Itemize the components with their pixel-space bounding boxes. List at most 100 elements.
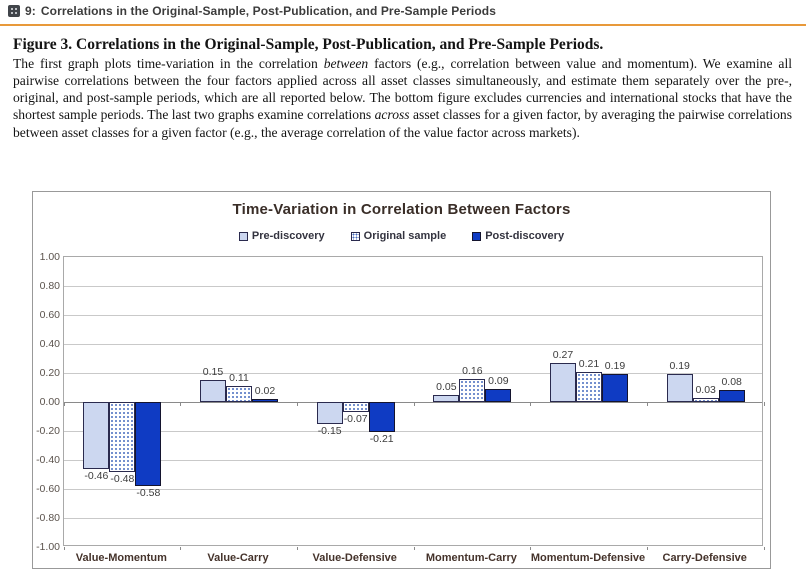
legend-label: Original sample: [363, 230, 447, 242]
category-label: Momentum-Carry: [425, 552, 517, 564]
bar-post-discovery: [252, 399, 278, 402]
bar-value-label: -0.58: [136, 487, 161, 500]
figure-caption: Figure 3. Correlations in the Original-S…: [13, 36, 792, 141]
axis-tick: [646, 547, 648, 550]
gridline: [64, 430, 762, 432]
x-axis-categories: Value-Momentum Value-Carry Value-Defensive…: [63, 552, 763, 564]
chart-title: Time-Variation in Correlation Between Fa…: [232, 201, 571, 218]
axis-tick: [413, 402, 415, 406]
bar-value-label: 0.19: [604, 360, 626, 373]
bar-value-label: -0.46: [84, 469, 109, 482]
y-axis-tick-label: -0.20: [36, 425, 60, 437]
caption-segment: asset classes for a given factor, by ave…: [13, 107, 793, 140]
bar-value-label: 0.08: [721, 376, 742, 389]
bar-original-sample: [692, 397, 719, 402]
axis-tick: [180, 402, 182, 406]
axis-tick: [646, 402, 648, 406]
legend-swatch-icon: [238, 231, 248, 241]
axis-tick: [63, 402, 65, 406]
caption-segment: The first graph plots time-variation in …: [13, 56, 324, 71]
bar-pre-discovery: [550, 362, 576, 402]
y-axis-tick-label: 0.20: [39, 367, 60, 379]
gridline: [64, 285, 762, 287]
axis-tick: [296, 547, 298, 550]
bar-post-discovery: [718, 390, 745, 402]
legend-swatch-icon: [350, 231, 360, 241]
bar-value-label: 0.16: [462, 364, 483, 377]
axis-tick: [530, 547, 532, 550]
plot-area: 1.00 0.80 0.60 0.40 0.20 0.00 -0.20 -0.40 -0.60 -…: [36, 251, 765, 553]
bar-value-label: -0.15: [317, 424, 342, 437]
header-figure-number: 9:: [25, 4, 36, 18]
legend-item-pre-discovery: Pre-discovery: [238, 230, 325, 242]
gridline: [64, 314, 762, 316]
bar-original-sample: [459, 378, 486, 402]
category-label: Momentum-Defensive: [530, 552, 646, 564]
bar-post-discovery: [485, 388, 512, 402]
legend-label: Pre-discovery: [251, 230, 325, 242]
chart-frame: Time-Variation in Correlation Between Fa…: [32, 191, 771, 569]
bar-value-label: 0.27: [552, 348, 574, 361]
legend-item-post-discovery: Post-discovery: [472, 230, 564, 242]
bar-pre-discovery: [200, 380, 226, 402]
bar-value-label: 0.21: [578, 357, 600, 370]
y-axis-tick-label: 0.00: [39, 396, 60, 408]
bar-value-label: -0.07: [343, 413, 368, 426]
bar-value-label: 0.02: [254, 385, 276, 398]
legend-label: Post-discovery: [485, 230, 565, 242]
bar-value-label: 0.19: [669, 360, 690, 373]
bar-value-label: 0.05: [436, 380, 457, 393]
gridline: [64, 343, 762, 345]
gridline: [64, 517, 762, 519]
y-axis-tick-label: 0.40: [39, 338, 60, 350]
bar-pre-discovery: [433, 394, 460, 402]
category-label: Value-Carry: [207, 552, 269, 564]
gridline: [64, 488, 762, 490]
axis-tick: [296, 402, 298, 406]
bar-value-label: -0.48: [110, 472, 135, 485]
bar-original-sample: [342, 402, 369, 413]
y-axis-tick-label: -0.80: [36, 512, 60, 524]
caption-italic-segment: across: [374, 107, 410, 123]
gridline: [64, 372, 762, 374]
bar-original-sample: [226, 386, 252, 402]
axis-tick: [763, 547, 765, 550]
category-label: Value-Defensive: [312, 552, 397, 564]
bar-value-label: 0.03: [695, 383, 716, 396]
axis-tick: [413, 547, 415, 550]
bar-value-label: 0.09: [488, 374, 509, 387]
bar-post-discovery: [368, 402, 395, 433]
y-axis-tick-label: 1.00: [39, 251, 60, 263]
axis-tick: [63, 547, 65, 550]
bar-original-sample: [109, 402, 136, 472]
y-axis-tick-label: -0.60: [36, 483, 60, 495]
page-header: 9: Correlations in the Original-Sample, …: [0, 0, 806, 26]
chart-legend: Pre-discovery Original sample Post-discove…: [33, 230, 770, 242]
category-label: Carry-Defensive: [662, 552, 747, 564]
axis-tick: [180, 547, 182, 550]
y-axis-tick-label: 0.60: [39, 309, 60, 321]
header-title: Correlations in the Original-Sample, Pos…: [40, 4, 496, 18]
bar-pre-discovery: [666, 374, 693, 402]
bar-pre-discovery: [316, 402, 343, 424]
legend-item-original-sample: Original sample: [350, 230, 447, 242]
gridline: [64, 459, 762, 461]
caption-body: The first graph plots time-variation in …: [13, 55, 792, 141]
y-axis-tick-label: -1.00: [36, 541, 60, 553]
axis-tick: [763, 402, 765, 406]
category-label: Value-Momentum: [75, 552, 167, 564]
bar-post-discovery: [602, 374, 628, 402]
bar-value-label: -0.21: [369, 433, 394, 446]
bar-value-label: 0.11: [229, 372, 249, 385]
caption-segment: factors (e.g., correlation between value…: [13, 56, 793, 123]
figure-icon: [8, 5, 20, 17]
zero-line: [64, 401, 762, 403]
axis-tick: [530, 402, 532, 406]
y-axis-tick-label: -0.40: [36, 454, 60, 466]
caption-italic-segment: between: [323, 56, 369, 71]
caption-title: Figure 3. Correlations in the Original-S…: [13, 36, 604, 53]
bar-post-discovery: [135, 402, 162, 487]
bar-original-sample: [576, 371, 602, 402]
bar-value-label: 0.15: [202, 366, 224, 379]
bar-pre-discovery: [83, 402, 110, 469]
